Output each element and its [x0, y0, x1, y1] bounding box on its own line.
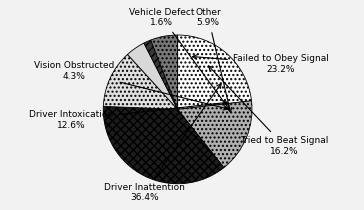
Text: Vision Obstructed
4.3%: Vision Obstructed 4.3% — [34, 61, 228, 110]
Wedge shape — [103, 106, 224, 184]
Text: Other
5.9%: Other 5.9% — [195, 8, 232, 112]
Wedge shape — [103, 54, 178, 109]
Wedge shape — [178, 101, 252, 168]
Wedge shape — [144, 40, 178, 109]
Text: Tried to Beat Signal
16.2%: Tried to Beat Signal 16.2% — [209, 66, 329, 156]
Wedge shape — [151, 35, 178, 109]
Text: Vehicle Defect
1.6%: Vehicle Defect 1.6% — [129, 8, 229, 109]
Text: Failed to Obey Signal
23.2%: Failed to Obey Signal 23.2% — [193, 54, 329, 74]
Wedge shape — [178, 35, 252, 109]
Text: Driver Inattention
36.4%: Driver Inattention 36.4% — [104, 84, 221, 202]
Wedge shape — [127, 43, 178, 109]
Text: Driver Intoxication
12.6%: Driver Intoxication 12.6% — [29, 101, 228, 130]
